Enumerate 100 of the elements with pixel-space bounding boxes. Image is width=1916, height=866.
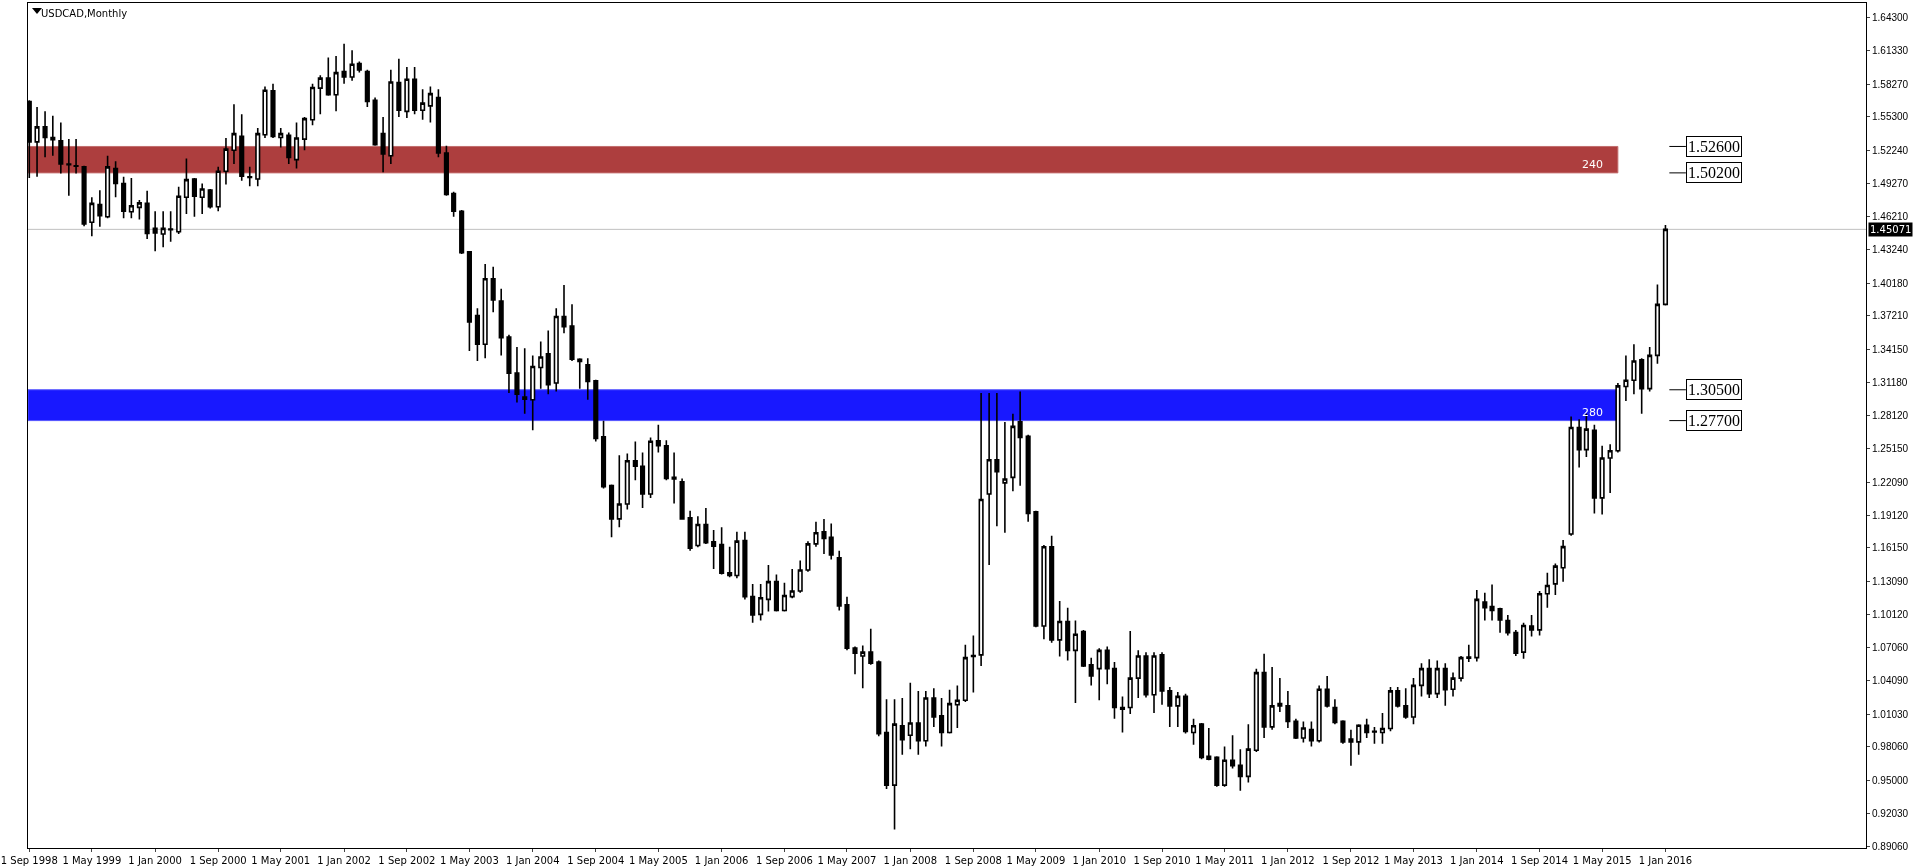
candlestick — [160, 210, 166, 248]
candlestick — [81, 164, 87, 227]
candlestick — [813, 520, 819, 548]
candlestick — [695, 515, 701, 549]
candlestick — [97, 189, 103, 228]
candlestick — [671, 451, 677, 505]
candlestick — [215, 166, 221, 212]
y-tick-label: 0.95000 — [1872, 775, 1909, 787]
candlestick — [247, 166, 253, 187]
candlestick — [1010, 412, 1016, 493]
x-tick-label: 1 Jan 2016 — [1638, 855, 1693, 866]
candlestick — [1348, 728, 1354, 767]
candlestick — [1466, 644, 1472, 663]
candlestick — [58, 121, 64, 175]
candlestick — [1513, 629, 1519, 657]
candlestick — [498, 288, 504, 357]
candlestick — [1135, 649, 1141, 699]
candlestick — [899, 697, 905, 756]
candlestick — [1521, 621, 1527, 660]
candlestick — [34, 106, 40, 178]
y-tick-label: 1.40180 — [1872, 277, 1909, 289]
candlestick — [742, 530, 748, 601]
y-tick-label: 1.07060 — [1872, 642, 1909, 654]
x-tick-label: 1 Sep 2014 — [1511, 855, 1569, 866]
candlestick — [836, 549, 842, 612]
candlestick — [789, 568, 795, 600]
x-tick-label: 1 Jan 2014 — [1449, 855, 1504, 866]
y-tick-label: 1.34150 — [1872, 344, 1909, 356]
candlestick — [356, 60, 362, 74]
candlestick — [773, 573, 779, 613]
candlestick — [1552, 562, 1558, 596]
candlestick — [593, 378, 599, 443]
candlestick — [1143, 651, 1149, 699]
candlestick — [1482, 591, 1488, 622]
x-tick-label: 1 May 2007 — [817, 855, 877, 866]
band-label: 240 — [1582, 158, 1603, 171]
candlestick — [797, 559, 803, 594]
candlestick — [639, 451, 646, 509]
y-tick-label: 1.19120 — [1872, 509, 1909, 521]
candlestick — [191, 177, 198, 218]
candlestick — [1544, 571, 1550, 609]
candlestick — [1371, 726, 1378, 745]
candlestick — [136, 199, 142, 221]
candlestick — [1607, 443, 1613, 494]
candlestick — [1119, 695, 1126, 734]
candlestick — [624, 452, 630, 511]
x-tick-label: 1 Sep 2008 — [944, 855, 1002, 866]
candlestick — [341, 42, 347, 85]
candlestick — [821, 518, 827, 555]
candlestick — [1285, 690, 1291, 729]
y-tick-label: 1.61330 — [1872, 44, 1909, 56]
candlestick — [404, 66, 410, 119]
candlestick — [309, 82, 316, 127]
candlestick — [915, 690, 921, 756]
candlestick — [907, 681, 913, 750]
candlestick — [66, 138, 72, 197]
candlestick — [1442, 662, 1448, 707]
candlestick — [325, 56, 331, 97]
candlestick — [1293, 717, 1299, 740]
x-tick-label: 1 Jan 2000 — [128, 855, 182, 866]
y-tick-label: 1.43240 — [1872, 244, 1909, 256]
candlestick — [805, 540, 811, 573]
y-tick-label: 1.16150 — [1872, 542, 1909, 554]
x-tick-label: 1 May 2003 — [439, 855, 499, 866]
candlestick — [144, 189, 150, 240]
candlestick — [1599, 445, 1605, 516]
y-tick-label: 1.55300 — [1872, 111, 1909, 123]
candlestick — [860, 644, 866, 689]
candlestick — [1300, 720, 1306, 744]
candlestick — [364, 69, 370, 108]
x-tick-label: 1 Sep 1998 — [0, 855, 58, 866]
candlestick — [1017, 390, 1023, 487]
candlestick — [466, 250, 472, 352]
candlestick — [113, 160, 119, 199]
candlestick — [199, 182, 205, 215]
x-tick-label: 1 Jan 2010 — [1072, 855, 1127, 866]
candlestick — [1025, 433, 1031, 523]
candlestick — [1277, 677, 1283, 713]
candlestick — [333, 55, 339, 113]
candlestick — [89, 196, 95, 237]
candlestick — [719, 526, 725, 576]
candlestick — [931, 687, 937, 728]
x-tick-label: 1 May 1999 — [62, 855, 122, 866]
candlestick — [1576, 418, 1582, 469]
x-tick-label: 1 May 2013 — [1384, 855, 1443, 866]
candlestick — [734, 530, 740, 580]
annotation: 1.30500 — [1688, 381, 1740, 398]
y-tick-label: 1.04090 — [1872, 675, 1909, 687]
candlestick — [1041, 544, 1047, 641]
x-tick-label: 1 Jan 2008 — [883, 855, 938, 866]
candlestick — [231, 103, 237, 165]
candlestick — [600, 420, 607, 490]
candlestick — [978, 392, 984, 667]
candlestick — [1529, 614, 1535, 638]
candlestick — [1324, 675, 1330, 709]
candlestick — [1615, 382, 1621, 454]
candlestick — [121, 176, 127, 220]
candlestick — [883, 698, 890, 790]
candlestick — [1167, 686, 1173, 728]
candlestick — [372, 96, 378, 147]
